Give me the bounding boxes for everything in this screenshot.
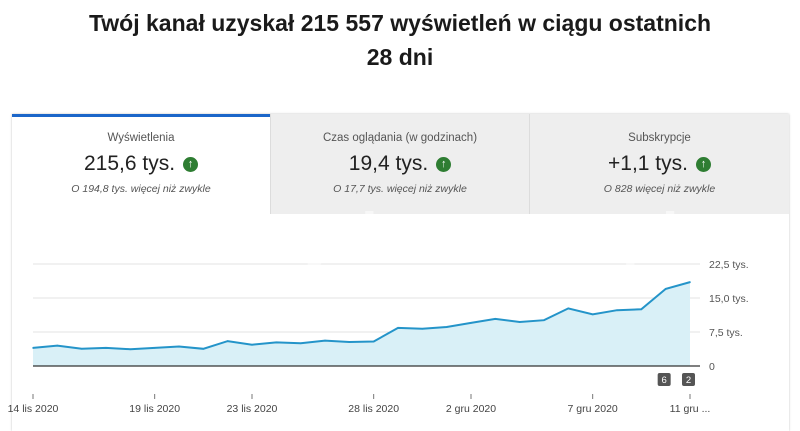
- data-point: [470, 322, 472, 324]
- tab-watch-time-value: 19,4 tys.: [348, 152, 429, 175]
- x-tick-label: 2 gru 2020: [446, 403, 496, 415]
- data-point: [129, 348, 132, 351]
- y-tick-label: 0: [709, 361, 715, 373]
- data-point: [275, 341, 278, 344]
- y-tick-label: 22,5 tys.: [709, 259, 749, 271]
- headline-line-2: 28 dni: [366, 44, 434, 70]
- data-point: [543, 319, 545, 322]
- tab-views-value-row: 215,6 tys. ↑: [12, 152, 270, 176]
- y-tick-label: 7,5 tys.: [709, 327, 743, 339]
- data-point: [567, 307, 570, 310]
- tab-subscriptions[interactable]: Subskrypcje +1,1 tys. ↑ O 828 więcej niż…: [529, 114, 789, 214]
- data-point: [689, 281, 691, 283]
- tab-watch-time[interactable]: Czas oglądania (w godzinach) 19,4 tys. ↑…: [270, 114, 529, 214]
- data-point: [299, 342, 302, 345]
- tab-watch-time-label: Czas oglądania (w godzinach): [322, 132, 478, 144]
- tab-subscriptions-label: Subskrypcje: [628, 132, 691, 144]
- annotation-badge: [657, 373, 671, 386]
- data-point: [591, 313, 594, 316]
- tab-views[interactable]: Wyświetlenia 215,6 tys. ↑ O 194,8 tys. w…: [12, 114, 270, 214]
- data-point: [664, 288, 667, 290]
- data-point: [494, 318, 497, 320]
- tab-watch-time-value-row: 19,4 tys. ↑: [271, 152, 529, 176]
- data-point: [348, 341, 351, 343]
- data-point: [153, 347, 156, 349]
- data-point: [226, 340, 229, 342]
- x-tick-label: 11 gru ...: [670, 403, 711, 415]
- annotation-badge: [682, 373, 695, 386]
- data-point: [80, 348, 83, 350]
- data-point: [32, 347, 34, 349]
- data-point: [616, 309, 618, 312]
- annotation-label: 2: [686, 375, 691, 386]
- data-point: [421, 328, 424, 330]
- arrow-up-icon: ↑: [695, 156, 711, 172]
- headline: Twój kanał uzyskał 215 557 wyświetleń w …: [0, 6, 800, 74]
- x-tick-label: 7 gru 2020: [568, 403, 618, 415]
- tab-subscriptions-note: O 828 więcej niż zwykle: [603, 183, 716, 195]
- data-point: [56, 344, 59, 347]
- arrow-up-icon: ↑: [436, 156, 452, 172]
- metric-tabs: Wyświetlenia 215,6 tys. ↑ O 194,8 tys. w…: [12, 114, 789, 214]
- tab-subscriptions-value: +1,1 tys.: [608, 152, 688, 175]
- tab-subscriptions-value-row: +1,1 tys. ↑: [530, 152, 789, 176]
- data-point: [251, 343, 253, 346]
- tab-watch-time-note: O 17,7 tys. więcej niż zwykle: [333, 183, 467, 195]
- x-tick-label: 19 lis 2020: [129, 403, 180, 415]
- tab-views-value: 215,6 tys.: [83, 152, 176, 175]
- tab-views-label: Wyświetlenia: [107, 132, 175, 144]
- data-point: [105, 347, 107, 349]
- data-point: [202, 348, 205, 350]
- data-point: [445, 326, 448, 328]
- headline-line-1: Twój kanał uzyskał 215 557 wyświetleń w …: [88, 10, 712, 36]
- series-area: [33, 282, 690, 366]
- tab-views-note: O 194,8 tys. więcej niż zwykle: [71, 183, 211, 195]
- data-point: [372, 340, 375, 343]
- data-point: [178, 345, 180, 348]
- annotation-label: 6: [662, 375, 667, 386]
- data-point: [640, 308, 643, 311]
- data-point: [518, 321, 521, 323]
- y-tick-label: 15,0 tys.: [709, 293, 749, 305]
- data-point: [397, 327, 399, 329]
- x-tick-label: 23 lis 2020: [227, 403, 278, 415]
- arrow-up-icon: ↑: [183, 156, 199, 172]
- x-tick-label: 14 lis 2020: [8, 403, 59, 415]
- x-tick-label: 28 lis 2020: [348, 403, 399, 415]
- series-line: [32, 281, 691, 351]
- data-point: [324, 339, 326, 342]
